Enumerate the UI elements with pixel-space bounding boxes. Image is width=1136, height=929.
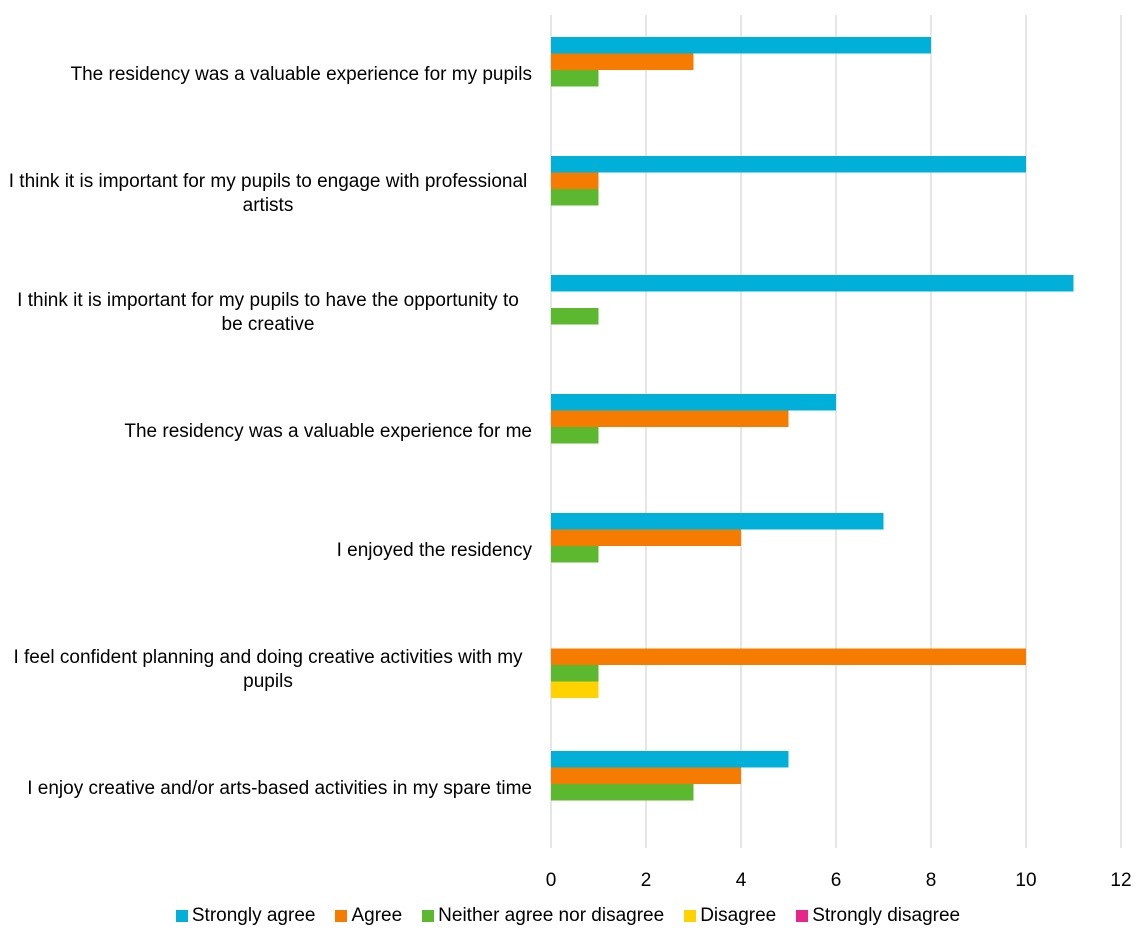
category-text: The residency was a valuable experience … [70, 63, 532, 85]
x-tick-label: 4 [736, 870, 747, 891]
legend-label: Disagree [700, 905, 777, 926]
legend-label: Strongly agree [191, 905, 316, 926]
category-text: I think it is important for my pupils to… [17, 289, 519, 335]
bar [551, 513, 884, 530]
legend-item: Agree [335, 904, 402, 928]
bar [551, 275, 1074, 292]
legend-label: Agree [351, 905, 403, 926]
bar [551, 410, 789, 427]
x-tick-label: 2 [641, 870, 652, 891]
category-label: I think it is important for my pupils to… [0, 170, 532, 218]
legend-item: Neither agree nor disagree [422, 904, 664, 928]
category-text: I feel confident planning and doing crea… [13, 646, 523, 692]
legend-swatch [422, 910, 435, 922]
bar [551, 189, 599, 206]
legend-swatch [335, 910, 348, 922]
bar [551, 648, 1026, 665]
legend: Strongly agree Agree Neither agree nor dis… [0, 904, 1136, 928]
bar [551, 70, 599, 87]
legend-swatch [175, 910, 188, 922]
category-label: I think it is important for my pupils to… [0, 289, 532, 337]
bar [551, 53, 694, 70]
legend-swatch [684, 910, 697, 922]
x-tick-label: 6 [831, 870, 842, 891]
legend-label: Strongly disagree [812, 905, 961, 926]
bar [551, 665, 599, 682]
category-text: I enjoyed the residency [336, 539, 532, 561]
legend-label: Neither agree nor disagree [438, 905, 665, 926]
category-label: I feel confident planning and doing crea… [0, 646, 532, 694]
bar [551, 308, 599, 325]
legend-item: Strongly disagree [796, 904, 960, 928]
bar [551, 37, 931, 54]
bar [551, 172, 599, 189]
category-text: I enjoy creative and/or arts-based activ… [27, 777, 532, 799]
category-label: I enjoy creative and/or arts-based activ… [0, 777, 532, 801]
bar [551, 784, 694, 801]
legend-item: Disagree [684, 904, 776, 928]
x-tick-label: 10 [1015, 870, 1036, 891]
bar [551, 529, 741, 546]
bar [551, 427, 599, 444]
category-label: The residency was a valuable experience … [0, 420, 532, 444]
bar [551, 394, 836, 411]
x-tick-label: 12 [1110, 870, 1131, 891]
category-label: The residency was a valuable experience … [0, 63, 532, 87]
category-label: I enjoyed the residency [0, 539, 532, 563]
category-text: The residency was a valuable experience … [124, 420, 532, 442]
bar [551, 546, 599, 563]
x-tick-label: 0 [546, 870, 557, 891]
legend-swatch [796, 910, 809, 922]
x-tick-label: 8 [926, 870, 937, 891]
bar [551, 681, 599, 698]
bar [551, 156, 1026, 173]
category-text: I think it is important for my pupils to… [8, 170, 528, 216]
bar [551, 767, 741, 784]
bar [551, 751, 789, 768]
legend-item: Strongly agree [175, 904, 316, 928]
